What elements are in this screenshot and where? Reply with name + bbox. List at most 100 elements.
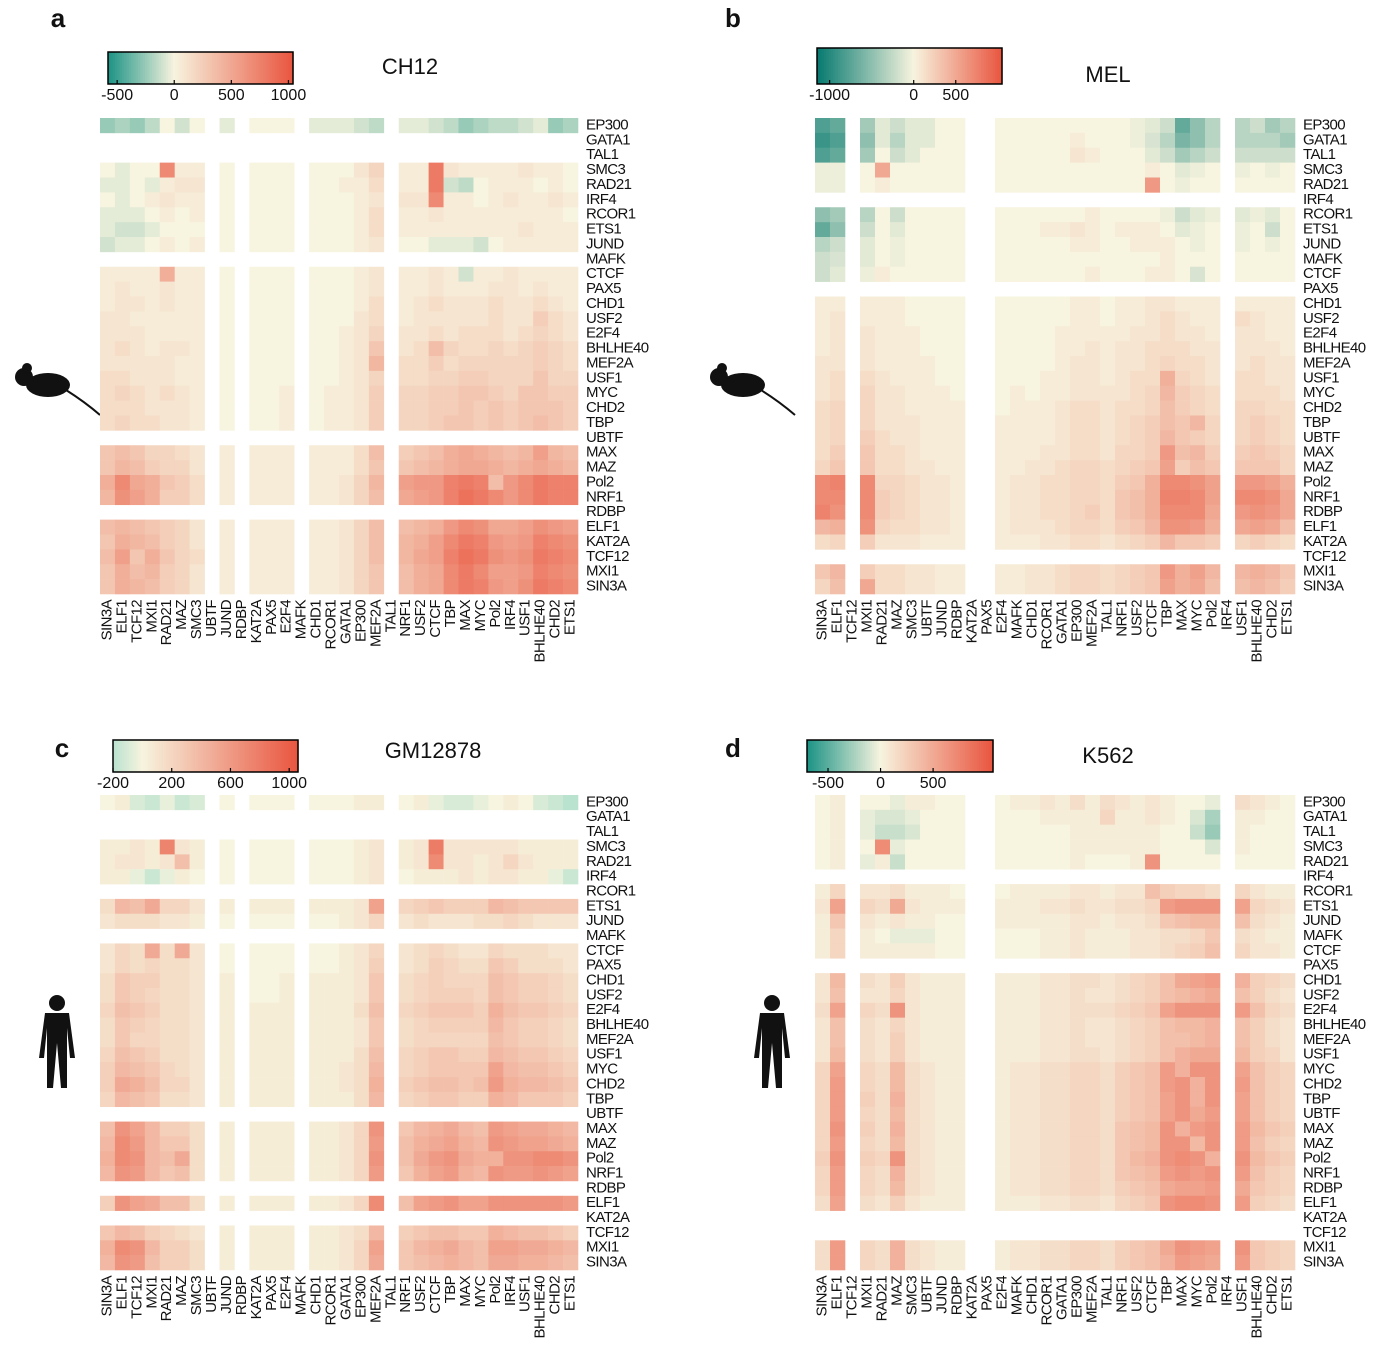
column-label: TBP (1158, 1275, 1175, 1303)
heatmap-cell (1235, 579, 1251, 595)
heatmap-cell (219, 311, 235, 327)
heatmap-cell (1265, 385, 1281, 401)
heatmap-cell (279, 549, 295, 565)
heatmap-cell (1070, 898, 1086, 915)
heatmap-cell (353, 973, 370, 989)
heatmap-cell (518, 1195, 534, 1211)
heatmap-cell (1115, 854, 1131, 870)
heatmap-cell (309, 1240, 325, 1256)
heatmap-cell (1055, 504, 1071, 520)
column-label: RCOR1 (323, 600, 340, 650)
heatmap-cell (100, 385, 116, 401)
heatmap-cell (890, 147, 906, 163)
heatmap-cell (935, 824, 951, 840)
heatmap-cell (875, 237, 891, 253)
heatmap-cell (114, 162, 131, 178)
heatmap-cell (1070, 839, 1086, 855)
heatmap-cell (920, 118, 936, 134)
column-label: USF1 (1233, 1276, 1250, 1312)
heatmap-cell (1205, 430, 1221, 446)
heatmap-cell (935, 118, 951, 134)
heatmap-cell (159, 162, 175, 178)
colorbar-slice (267, 740, 271, 772)
heatmap-cell (920, 489, 936, 506)
heatmap-cell (129, 549, 146, 565)
heatmap-cell (1235, 177, 1251, 193)
heatmap-cell (144, 1240, 161, 1256)
heatmap-cell (219, 1255, 235, 1271)
heatmap-cell (1025, 296, 1041, 312)
column-label: TBP (442, 1275, 459, 1303)
heatmap-cell (219, 207, 235, 223)
heatmap-cell (249, 973, 265, 989)
heatmap-cell (488, 1136, 504, 1152)
heatmap-cell (503, 118, 519, 134)
row-label: MAFK (1303, 927, 1343, 944)
colorbar-slice (288, 740, 292, 772)
heatmap-cell (890, 579, 906, 595)
heatmap-cell (995, 222, 1011, 238)
colorbar-slice (265, 740, 269, 772)
heatmap-cell (563, 1062, 579, 1078)
heatmap-cell (443, 898, 459, 915)
heatmap-cell (473, 987, 489, 1004)
colorbar-slice (295, 740, 299, 772)
heatmap-cell (114, 943, 131, 959)
heatmap-cell (1040, 1047, 1056, 1063)
heatmap-cell (815, 222, 831, 238)
heatmap-cell (815, 296, 831, 312)
heatmap-cell (1070, 1180, 1086, 1197)
row-label: CHD1 (586, 295, 625, 312)
heatmap-cell (995, 884, 1011, 900)
row-label: MEF2A (586, 1031, 634, 1048)
heatmap-cell (533, 341, 549, 357)
heatmap-cell (950, 1106, 966, 1122)
heatmap-cell (503, 192, 519, 208)
column-label: CHD2 (547, 600, 564, 639)
heatmap-cell (1175, 1091, 1191, 1108)
heatmap-cell (830, 370, 846, 387)
heatmap-cell (324, 415, 340, 431)
heatmap-cell (249, 1077, 265, 1093)
heatmap-cell (1130, 415, 1146, 431)
colorbar-slice (214, 740, 218, 772)
heatmap-cell (905, 1032, 921, 1048)
heatmap-cell (518, 973, 534, 989)
heatmap-cell (1025, 824, 1041, 840)
heatmap-cell (815, 504, 831, 520)
heatmap-cell (159, 534, 175, 550)
heatmap-cell (100, 475, 116, 491)
heatmap-cell (995, 854, 1011, 870)
heatmap-cell (324, 987, 340, 1004)
heatmap-cell (324, 1077, 340, 1093)
heatmap-cell (1010, 839, 1026, 855)
row-label: E2F4 (1303, 1001, 1337, 1018)
heatmap-cell (995, 1255, 1011, 1271)
heatmap-cell (503, 177, 519, 193)
heatmap-cell (920, 222, 936, 238)
heatmap-cell (443, 385, 459, 401)
heatmap-cell (860, 385, 876, 401)
heatmap-cell (339, 1017, 355, 1033)
heatmap-cell (815, 928, 831, 944)
heatmap-cell (309, 1225, 325, 1241)
heatmap-cell (443, 445, 459, 461)
heatmap-cell (189, 296, 205, 312)
colorbar-slice (267, 52, 271, 84)
heatmap-cell (339, 854, 355, 870)
heatmap-cell (413, 162, 429, 178)
heatmap-cell (815, 400, 831, 416)
colorbar-slice (978, 48, 982, 84)
colorbar-slice (827, 740, 831, 772)
column-label: MXI1 (143, 600, 160, 633)
heatmap-cell (995, 973, 1011, 989)
heatmap-cell (533, 839, 549, 855)
heatmap-cell (1070, 1032, 1086, 1048)
heatmap-cell (174, 1062, 190, 1078)
heatmap-cell (950, 222, 966, 238)
heatmap-cell (458, 266, 474, 282)
heatmap-cell (324, 1166, 340, 1182)
heatmap-cell (1130, 341, 1146, 357)
heatmap-cell (473, 445, 489, 461)
heatmap-cell (548, 118, 564, 134)
